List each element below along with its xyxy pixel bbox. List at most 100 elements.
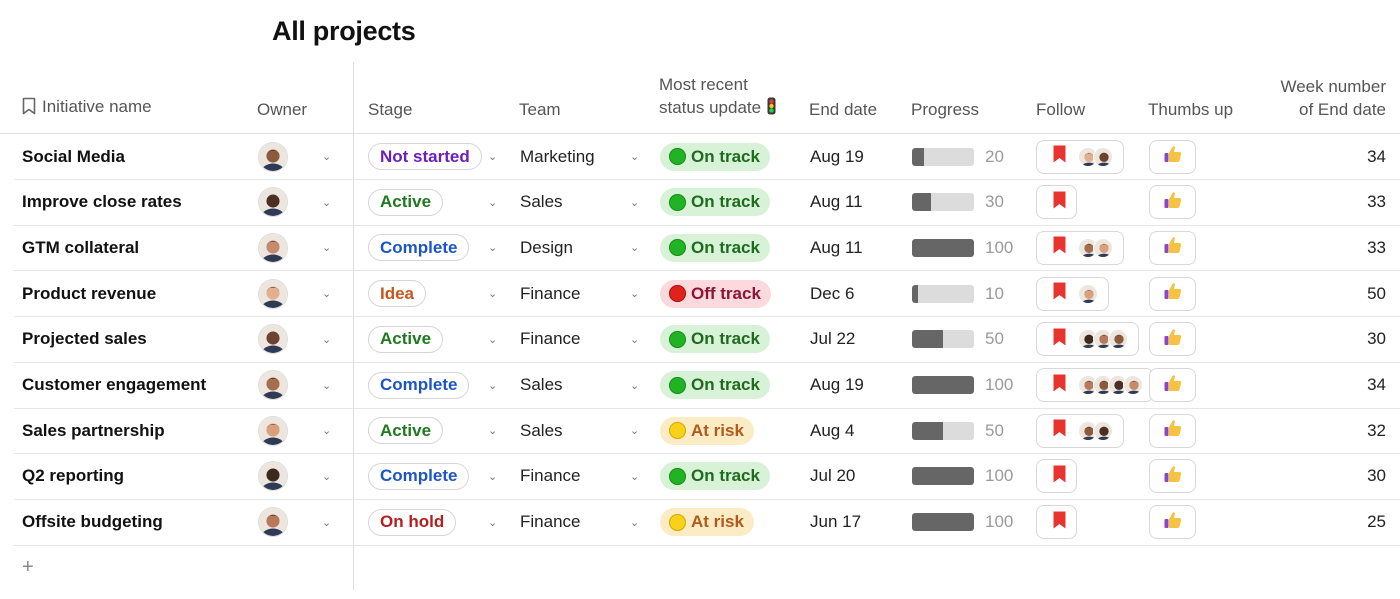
- chevron-down-icon[interactable]: ⌄: [488, 425, 498, 438]
- table-row[interactable]: Sales partnership ⌄ Active ⌄ Sales ⌄ At risk Au…: [14, 408, 1400, 455]
- follow-button[interactable]: [1036, 322, 1139, 357]
- column-header-owner[interactable]: Owner: [257, 100, 308, 119]
- chevron-down-icon[interactable]: ⌄: [630, 425, 640, 438]
- chevron-down-icon[interactable]: ⌄: [322, 379, 332, 392]
- status-cell[interactable]: On track: [660, 317, 800, 362]
- end-date[interactable]: Dec 6: [810, 283, 855, 303]
- chevron-down-icon[interactable]: ⌄: [488, 333, 498, 346]
- stage-badge[interactable]: Active: [368, 188, 444, 216]
- chevron-down-icon[interactable]: ⌄: [488, 151, 498, 163]
- table-row[interactable]: GTM collateral ⌄ Complete ⌄ Design ⌄ On track A…: [14, 225, 1400, 272]
- status-badge[interactable]: On track: [660, 371, 770, 399]
- stage-badge[interactable]: Complete: [368, 371, 470, 399]
- column-header-end-date[interactable]: End date: [809, 100, 878, 119]
- chevron-down-icon[interactable]: ⌄: [630, 516, 640, 529]
- column-header-week-number[interactable]: Week number of End date: [1280, 75, 1386, 121]
- status-cell[interactable]: Off track: [660, 271, 800, 316]
- follow-button[interactable]: [1036, 505, 1077, 540]
- chevron-down-icon[interactable]: ⌄: [322, 333, 332, 346]
- status-badge[interactable]: At risk: [660, 416, 754, 445]
- thumbs-cell[interactable]: [1149, 500, 1199, 545]
- status-badge[interactable]: On track: [660, 462, 770, 491]
- stage-cell[interactable]: Complete ⌄: [368, 225, 504, 270]
- team-cell[interactable]: Sales ⌄: [520, 180, 644, 225]
- initiative-name[interactable]: Social Media: [22, 146, 125, 166]
- column-header-stage[interactable]: Stage: [368, 100, 413, 119]
- stage-badge[interactable]: Complete: [368, 462, 470, 490]
- stage-cell[interactable]: Active ⌄: [368, 180, 504, 225]
- chevron-down-icon[interactable]: ⌄: [322, 470, 332, 483]
- follow-cell[interactable]: [1036, 180, 1142, 225]
- follow-button[interactable]: [1036, 139, 1124, 174]
- end-date[interactable]: Aug 19: [810, 146, 864, 166]
- owner-cell[interactable]: ⌄: [258, 363, 342, 408]
- chevron-down-icon[interactable]: ⌄: [488, 288, 498, 301]
- thumbs-up-button[interactable]: [1149, 459, 1196, 494]
- initiative-name[interactable]: Q2 reporting: [22, 466, 125, 486]
- end-date[interactable]: Aug 11: [810, 192, 863, 212]
- stage-badge[interactable]: Active: [368, 417, 444, 445]
- owner-cell[interactable]: ⌄: [258, 271, 342, 316]
- initiative-name[interactable]: Improve close rates: [22, 192, 182, 212]
- thumbs-up-button[interactable]: [1149, 230, 1196, 265]
- column-header-follow[interactable]: Follow: [1036, 100, 1086, 119]
- stage-cell[interactable]: Complete ⌄: [368, 454, 504, 499]
- initiative-name[interactable]: GTM collateral: [22, 237, 140, 257]
- table-row[interactable]: Improve close rates ⌄ Active ⌄ Sales ⌄ On trac…: [14, 180, 1400, 226]
- initiative-name[interactable]: Offsite budgeting: [22, 512, 163, 532]
- team-cell[interactable]: Sales ⌄: [520, 363, 644, 408]
- thumbs-up-button[interactable]: [1149, 505, 1196, 540]
- end-date[interactable]: Jun 17: [810, 512, 862, 532]
- follow-button[interactable]: [1036, 413, 1124, 448]
- thumbs-cell[interactable]: [1149, 317, 1199, 362]
- chevron-down-icon[interactable]: ⌄: [630, 333, 640, 346]
- thumbs-cell[interactable]: [1149, 271, 1199, 316]
- status-badge[interactable]: Off track: [660, 279, 771, 308]
- chevron-down-icon[interactable]: ⌄: [322, 151, 332, 163]
- stage-badge[interactable]: Idea: [368, 280, 427, 308]
- owner-cell[interactable]: ⌄: [258, 500, 342, 545]
- status-cell[interactable]: At risk: [660, 408, 800, 453]
- stage-badge[interactable]: Complete: [368, 234, 470, 262]
- status-badge[interactable]: On track: [660, 142, 770, 171]
- stage-badge[interactable]: Not started: [368, 143, 482, 170]
- status-cell[interactable]: On track: [660, 225, 800, 270]
- follow-cell[interactable]: [1036, 271, 1142, 316]
- chevron-down-icon[interactable]: ⌄: [322, 516, 332, 529]
- status-badge[interactable]: On track: [660, 188, 770, 217]
- end-date[interactable]: Jul 22: [810, 329, 856, 349]
- initiative-name[interactable]: Projected sales: [22, 329, 147, 349]
- status-badge[interactable]: At risk: [660, 508, 754, 537]
- initiative-name[interactable]: Sales partnership: [22, 420, 165, 440]
- status-cell[interactable]: At risk: [660, 500, 800, 545]
- team-cell[interactable]: Sales ⌄: [520, 408, 644, 453]
- chevron-down-icon[interactable]: ⌄: [630, 151, 640, 163]
- column-header-status[interactable]: Most recent status update: [659, 73, 776, 121]
- status-badge[interactable]: On track: [660, 233, 770, 262]
- stage-cell[interactable]: Complete ⌄: [368, 363, 504, 408]
- thumbs-cell[interactable]: [1149, 454, 1199, 499]
- stage-cell[interactable]: Active ⌄: [368, 408, 504, 453]
- table-row[interactable]: Projected sales ⌄ Active ⌄ Finance ⌄ On track J…: [14, 317, 1400, 363]
- follow-cell[interactable]: [1036, 408, 1142, 453]
- stage-cell[interactable]: Idea ⌄: [368, 271, 504, 316]
- chevron-down-icon[interactable]: ⌄: [322, 288, 332, 301]
- table-row[interactable]: Customer engagement ⌄ Complete ⌄ Sales ⌄ On tr…: [14, 363, 1400, 409]
- follow-button[interactable]: [1036, 368, 1154, 402]
- chevron-down-icon[interactable]: ⌄: [630, 470, 640, 483]
- thumbs-cell[interactable]: [1149, 225, 1199, 270]
- column-header-name[interactable]: Initiative name: [22, 95, 152, 121]
- follow-cell[interactable]: [1036, 225, 1142, 270]
- chevron-down-icon[interactable]: ⌄: [630, 242, 640, 255]
- status-cell[interactable]: On track: [660, 454, 800, 499]
- chevron-down-icon[interactable]: ⌄: [488, 242, 498, 255]
- team-cell[interactable]: Marketing ⌄: [520, 134, 644, 179]
- stage-badge[interactable]: Active: [368, 325, 444, 353]
- status-cell[interactable]: On track: [660, 363, 800, 408]
- progress-cell[interactable]: 50: [912, 408, 1022, 453]
- table-row[interactable]: Product revenue ⌄ Idea ⌄ Finance ⌄ Off track De…: [14, 271, 1400, 318]
- end-date[interactable]: Jul 20: [810, 466, 856, 486]
- owner-cell[interactable]: ⌄: [258, 180, 342, 225]
- chevron-down-icon[interactable]: ⌄: [488, 196, 498, 209]
- end-date[interactable]: Aug 19: [810, 375, 864, 394]
